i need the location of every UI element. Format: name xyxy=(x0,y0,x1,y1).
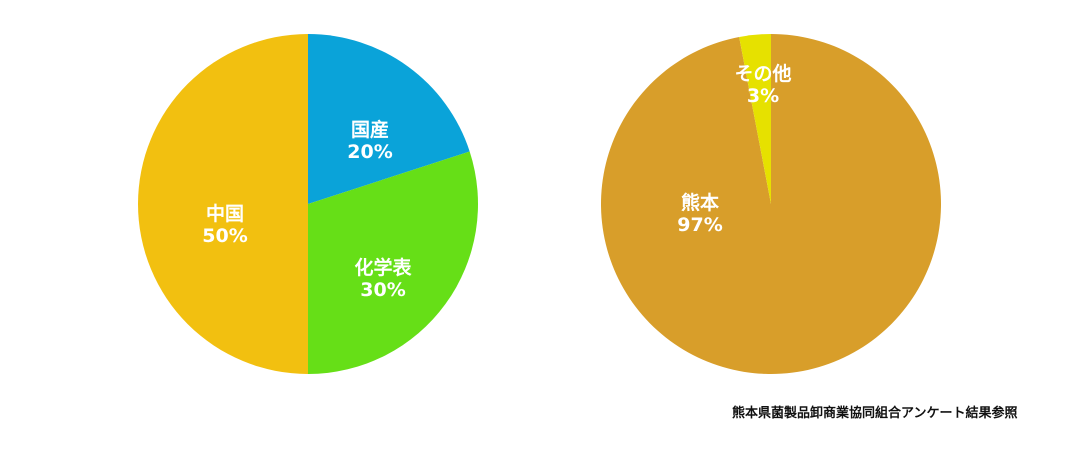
pie-slice xyxy=(308,151,478,374)
slice-label: 熊本 xyxy=(681,191,719,214)
pie-slice xyxy=(308,34,470,204)
slice-label: 中国 xyxy=(206,202,244,225)
slice-label: 国産 xyxy=(351,118,389,141)
slice-label: その他 xyxy=(734,62,791,85)
slice-value-label: 30% xyxy=(360,279,405,301)
pie-slice xyxy=(138,34,308,374)
slice-value-label: 97% xyxy=(677,214,722,236)
source-note: 熊本県菌製品卸商業協同組合アンケート結果参照 xyxy=(732,406,1018,421)
slice-value-label: 3% xyxy=(747,85,779,107)
slice-value-label: 20% xyxy=(347,141,392,163)
pie-slice xyxy=(739,34,771,204)
pie-slice xyxy=(601,34,942,374)
slice-label: 化学表 xyxy=(354,256,412,279)
slice-value-label: 50% xyxy=(202,225,247,247)
